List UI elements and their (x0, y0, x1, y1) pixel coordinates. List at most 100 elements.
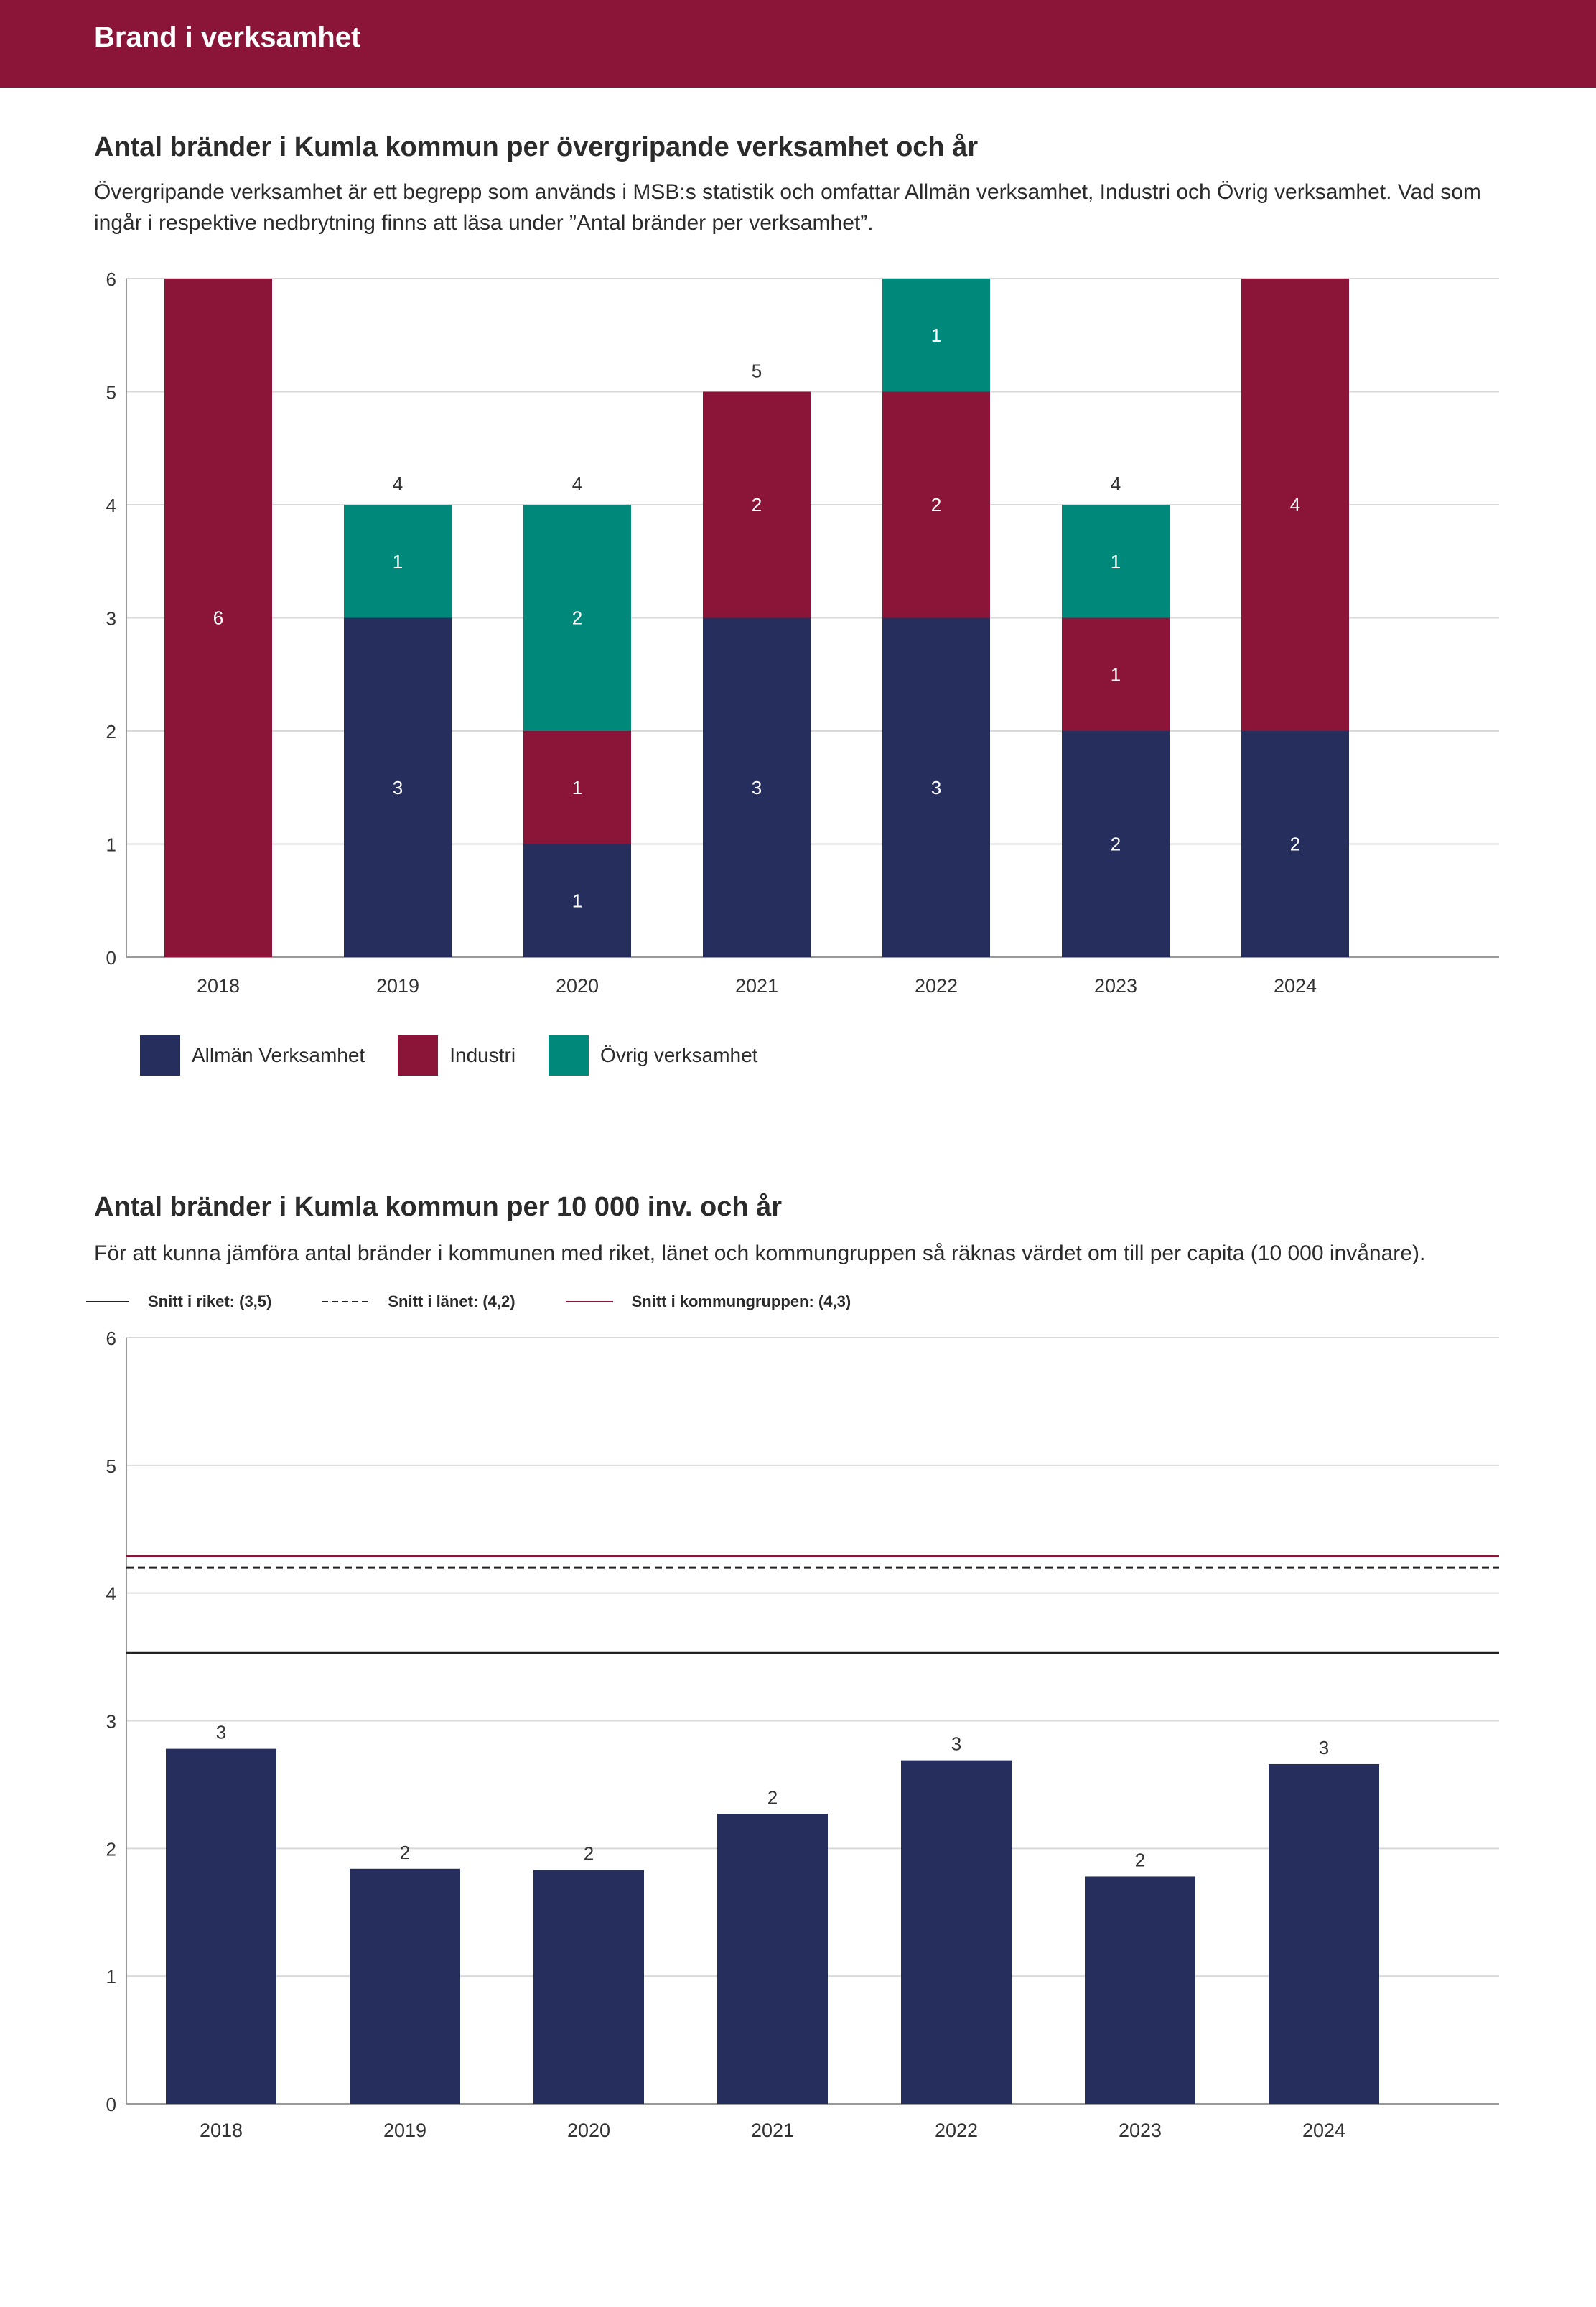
x-tick-label: 2024 (1302, 2120, 1345, 2141)
header-bar: Brand i verksamhet (0, 0, 1596, 88)
chart1-legend: Allmän Verksamhet Industri Övrig verksam… (140, 1035, 790, 1076)
x-tick-label: 2021 (735, 975, 778, 997)
segment-value-label: 4 (1290, 494, 1300, 516)
legend-swatch-ovrig (549, 1035, 589, 1076)
bar-segment-industri (523, 731, 631, 844)
segment-value-label: 2 (1290, 834, 1300, 855)
bar-segment-ovrig (882, 279, 990, 392)
segment-value-label: 1 (572, 777, 582, 798)
bar-segment-allman (882, 617, 990, 957)
segment-value-label: 3 (752, 777, 762, 798)
legend-item-industri: Industri (398, 1035, 515, 1076)
bar (717, 1814, 828, 2104)
bar-segment-ovrig (523, 505, 631, 731)
x-tick-label: 2018 (200, 2120, 243, 2141)
x-tick-label: 2023 (1094, 975, 1137, 997)
chart1-title: Antal bränder i Kumla kommun per övergri… (94, 132, 979, 162)
y-tick-label: 5 (106, 1455, 116, 1477)
segment-value-label: 1 (1111, 551, 1121, 572)
x-tick-label: 2020 (567, 2120, 610, 2141)
x-tick-label: 2023 (1119, 2120, 1162, 2141)
total-value-label: 4 (572, 473, 582, 495)
bar-value-label: 3 (1319, 1737, 1329, 1758)
page-title: Brand i verksamhet (94, 22, 361, 53)
x-tick-label: 2018 (197, 975, 240, 997)
y-tick-label: 1 (106, 1966, 116, 1987)
bar-segment-industri (164, 279, 272, 957)
bar (1085, 1876, 1195, 2104)
bar-value-label: 2 (767, 1786, 778, 1808)
bar (350, 1868, 460, 2104)
bar-value-label: 3 (951, 1733, 961, 1755)
x-tick-label: 2019 (383, 2120, 426, 2141)
legend-item-ovrig: Övrig verksamhet (549, 1035, 757, 1076)
x-tick-label: 2022 (935, 2120, 978, 2141)
bar (166, 1748, 276, 2104)
segment-value-label: 2 (572, 607, 582, 629)
segment-value-label: 6 (213, 607, 223, 629)
bar-segment-ovrig (344, 505, 452, 618)
segment-value-label: 3 (393, 777, 403, 798)
bar-segment-industri (882, 391, 990, 618)
bar-segment-allman (344, 617, 452, 957)
legend-swatch-industri (398, 1035, 439, 1076)
y-tick-label: 3 (106, 608, 116, 630)
bar-segment-allman (703, 617, 811, 957)
per-capita-bar-chart: 0 1 2 3 4 5 6 3 2018 2 2019 2 2020 2 2021 3 2022 2 2023 3 20… (106, 1328, 1499, 2141)
y-tick-label: 2 (106, 721, 116, 742)
total-value-label: 4 (1111, 473, 1121, 495)
y-tick-label: 0 (106, 2094, 116, 2115)
chart2-description: För att kunna jämföra antal bränder i ko… (94, 1241, 1426, 1265)
y-tick-label: 3 (106, 1711, 116, 1733)
legend-label-industri: Industri (449, 1044, 516, 1066)
legend-label-allman: Allmän Verksamhet (192, 1044, 365, 1066)
legend-label-kommungrupp: Snitt i kommungruppen: (4,3) (631, 1292, 851, 1310)
chart2-legend: Snitt i riket: (3,5) Snitt i länet: (4,2… (86, 1292, 901, 1311)
x-tick-label: 2024 (1274, 975, 1317, 997)
bar (1269, 1763, 1379, 2104)
chart2-title: Antal bränder i Kumla kommun per 10 000 … (94, 1192, 783, 1222)
legend-item-kommungrupp: Snitt i kommungruppen: (4,3) (565, 1292, 851, 1311)
bar-segment-allman (1241, 731, 1349, 957)
stacked-bar-chart: 0 1 2 3 4 5 6 6 2018 3 1 4 2019 1 1 2 4 2020 3 2 5 2021 3 2 1 202… (106, 269, 1499, 997)
legend-line-lanet (322, 1301, 370, 1302)
y-tick-label: 4 (106, 1583, 116, 1605)
x-tick-label: 2022 (915, 975, 958, 997)
legend-line-riket (86, 1301, 129, 1302)
y-tick-label: 5 (106, 382, 116, 404)
bar-segment-allman (1062, 731, 1170, 957)
segment-value-label: 1 (572, 890, 582, 911)
x-tick-label: 2019 (376, 975, 419, 997)
total-value-label: 5 (752, 360, 762, 382)
x-tick-label: 2021 (751, 2120, 794, 2141)
bar-segment-industri (1241, 279, 1349, 731)
bar-segment-allman (523, 844, 631, 957)
y-tick-label: 2 (106, 1838, 116, 1860)
segment-value-label: 2 (752, 494, 762, 516)
bar-segment-ovrig (1062, 505, 1170, 618)
x-tick-label: 2020 (556, 975, 599, 997)
legend-label-lanet: Snitt i länet: (4,2) (388, 1292, 515, 1310)
legend-item-allman: Allmän Verksamhet (140, 1035, 365, 1076)
y-tick-label: 4 (106, 495, 116, 516)
bar-segment-industri (1062, 617, 1170, 731)
y-tick-label: 6 (106, 269, 116, 290)
legend-item-riket: Snitt i riket: (3,5) (86, 1292, 271, 1311)
legend-label-riket: Snitt i riket: (3,5) (148, 1292, 272, 1310)
legend-swatch-allman (140, 1035, 180, 1076)
bar (901, 1760, 1012, 2104)
bar-value-label: 2 (400, 1842, 410, 1863)
bar (533, 1870, 644, 2104)
segment-value-label: 1 (931, 325, 941, 346)
y-tick-label: 1 (106, 834, 116, 856)
segment-value-label: 3 (931, 777, 941, 798)
legend-label-ovrig: Övrig verksamhet (600, 1044, 758, 1066)
bar-value-label: 3 (216, 1722, 226, 1743)
bar-value-label: 2 (1135, 1849, 1145, 1870)
bar-segment-industri (703, 391, 811, 618)
total-value-label: 4 (393, 473, 403, 495)
segment-value-label: 1 (393, 551, 403, 572)
chart1-description: Övergripande verksamhet är ett begrepp s… (94, 180, 1481, 235)
y-tick-label: 0 (106, 947, 116, 969)
y-tick-label: 6 (106, 1328, 116, 1349)
